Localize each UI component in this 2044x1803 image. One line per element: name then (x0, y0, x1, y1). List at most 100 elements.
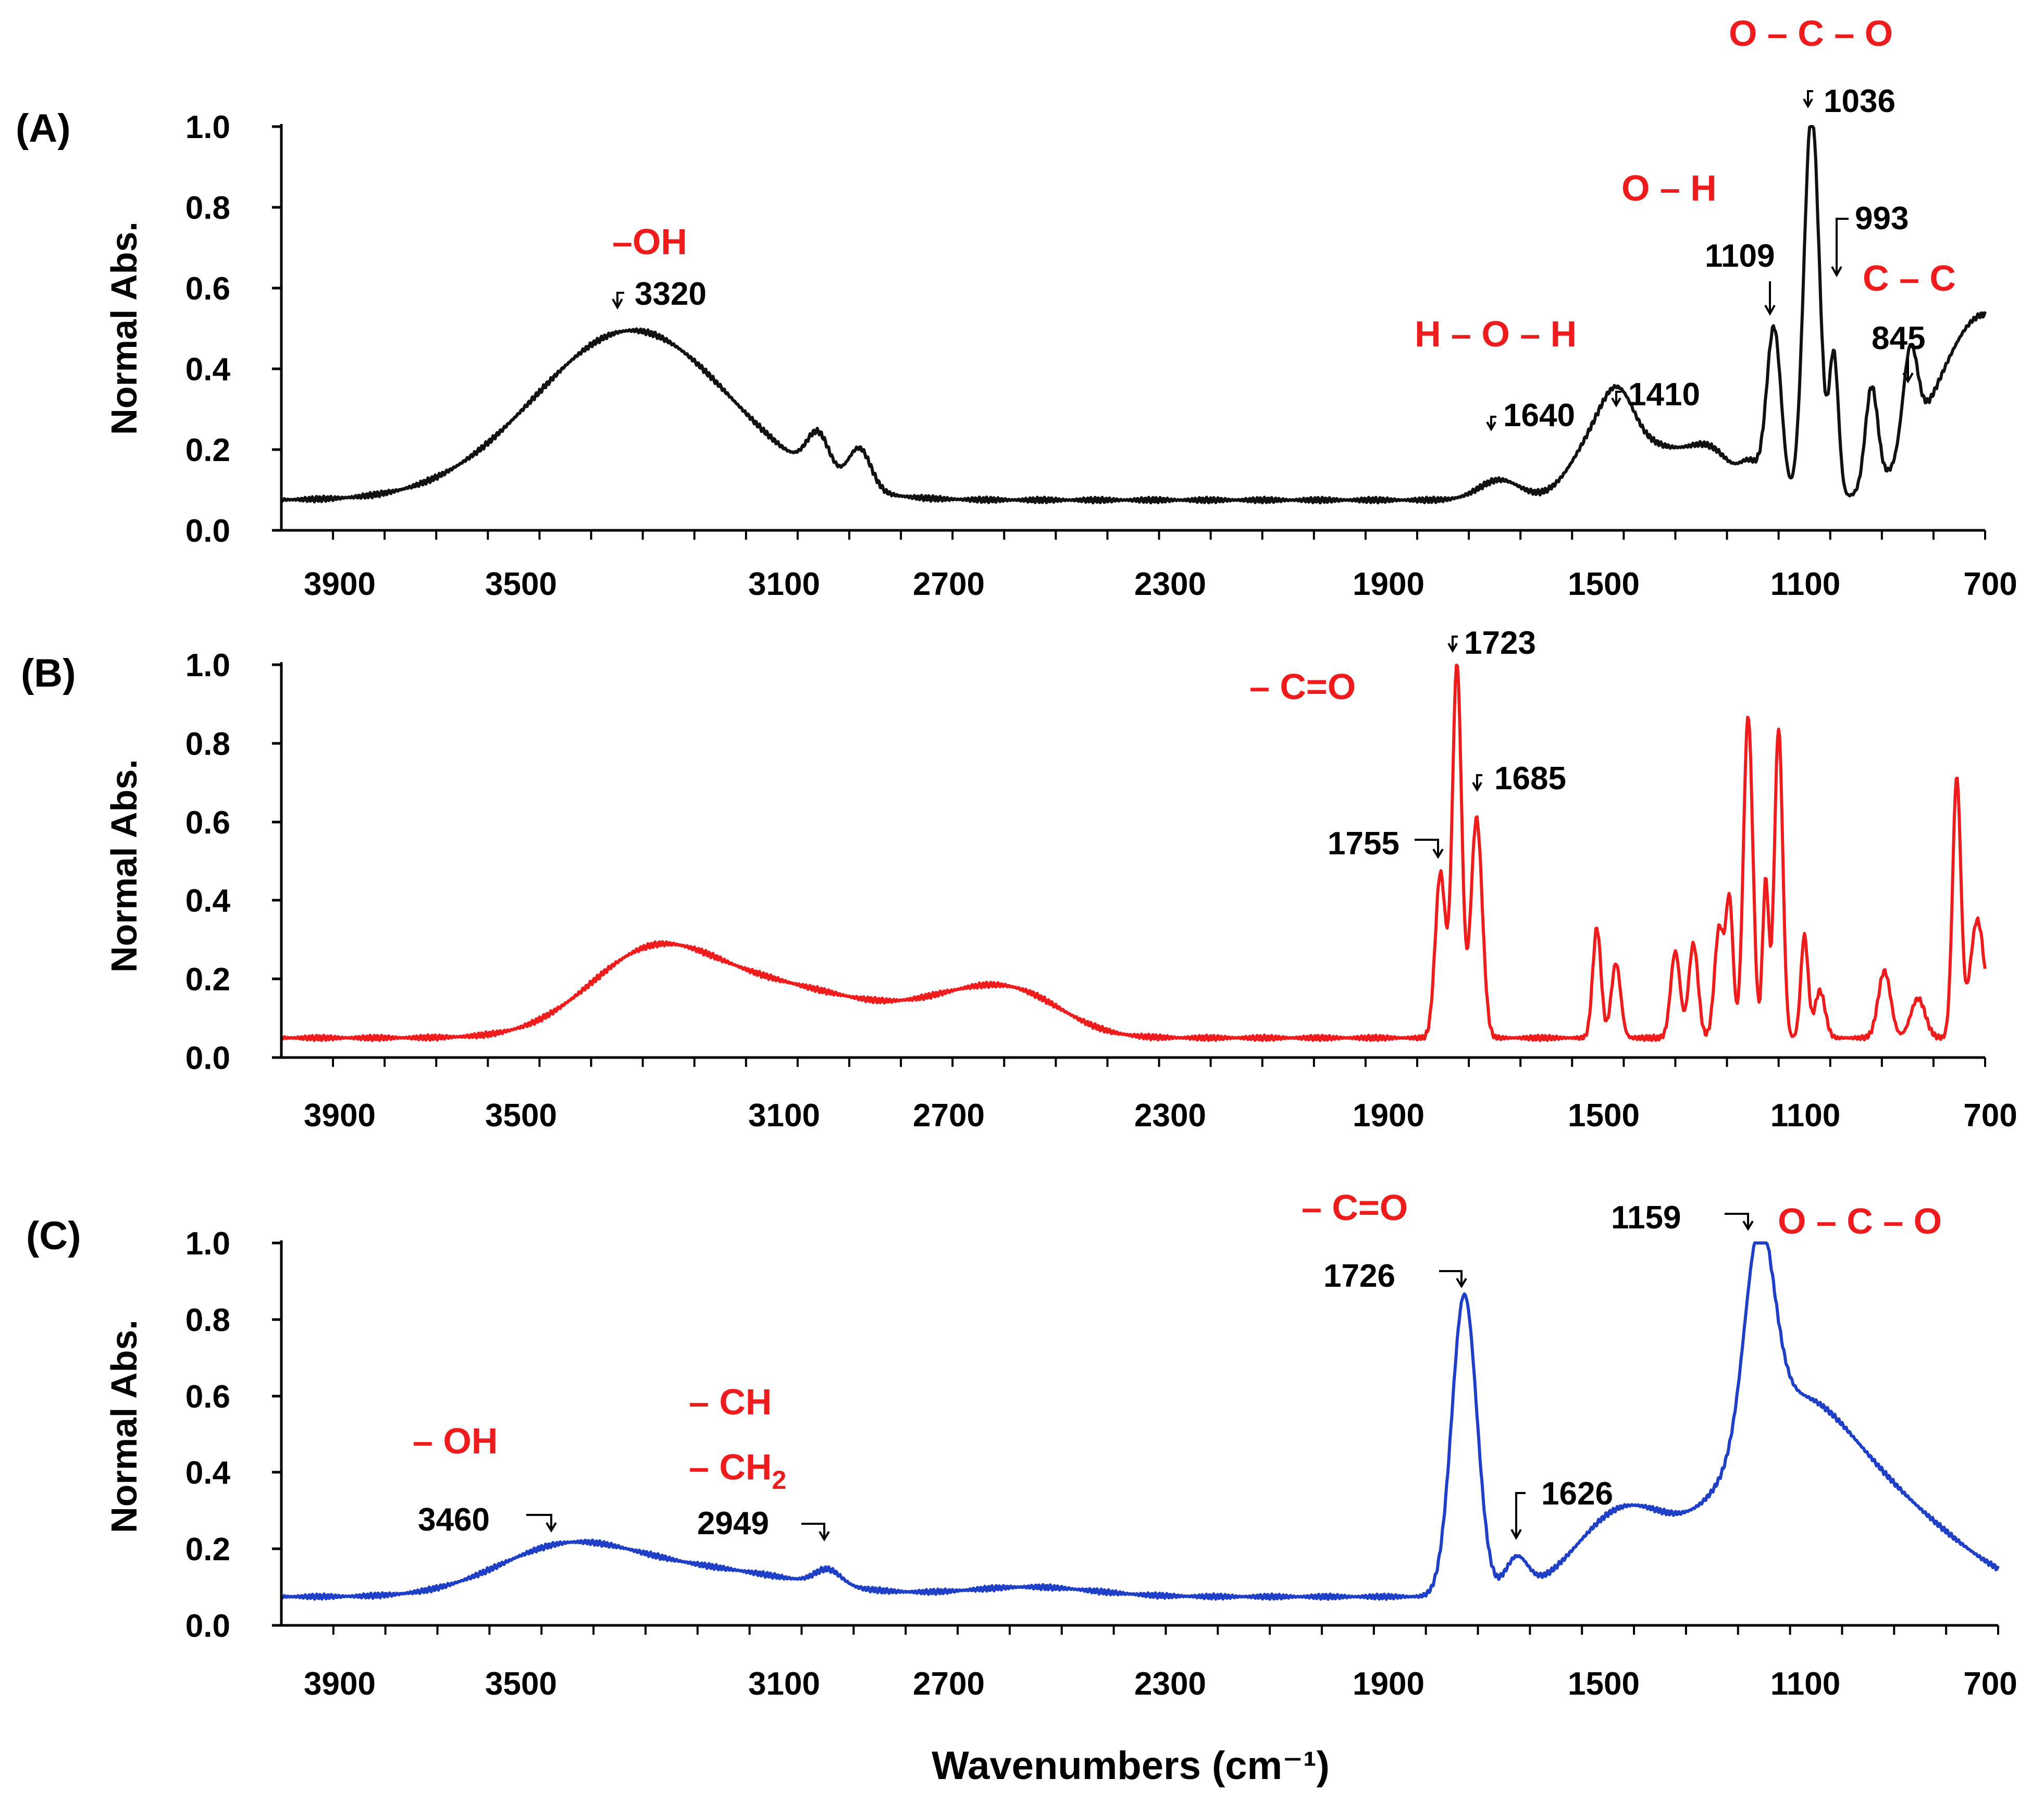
panel-c-label-1159: 1159 (1611, 1200, 1681, 1236)
panel-a-group-oh: –OH (612, 221, 687, 262)
panel-c-yticks: 0.0 0.2 0.4 0.6 0.8 1.0 (185, 1226, 281, 1644)
panel-b-arrow-1723 (1447, 636, 1458, 653)
panel-a-ylabel: Normal Abs. (104, 221, 144, 435)
panel-a-label-845: 845 (1872, 320, 1925, 356)
panel-a-arrow-845 (1902, 358, 1914, 384)
panel-c-group-ch2: – CH2 (689, 1447, 786, 1495)
panel-c-letter: (C) (26, 1214, 81, 1258)
panel-b-xtick-label: 3900 (304, 1098, 376, 1134)
panel-c-spectrum-line (280, 1241, 2000, 1601)
x-axis-title: Wavenumbers (cm⁻¹) (932, 1744, 1330, 1788)
panel-c-arrow-2949 (801, 1523, 830, 1541)
panel-c-label-1626: 1626 (1541, 1476, 1613, 1512)
panel-c-xtick-marks (332, 1625, 1999, 1635)
panel-b-ytick-label: 0.8 (185, 726, 230, 762)
panel-c-ytick-label: 0.0 (185, 1608, 230, 1644)
panel-b-xtick-label: 1500 (1568, 1098, 1640, 1134)
panel-a-arrow-1109 (1764, 281, 1776, 316)
panel-c-ytick-label: 0.2 (185, 1532, 230, 1568)
panel-a-xtick-label: 1500 (1568, 566, 1640, 602)
panel-a-xtick-label: 2700 (913, 566, 985, 602)
panel-c-xtick-label: 1500 (1568, 1666, 1640, 1702)
panel-a-group-o-h: O – H (1621, 168, 1717, 208)
panel-a-label-1036: 1036 (1824, 83, 1896, 119)
panel-a-yticks: 0.0 0.2 0.4 0.6 0.8 1.0 (185, 109, 281, 549)
panel-b-ytick-label: 0.0 (185, 1040, 230, 1076)
panel-a-label-1109: 1109 (1705, 238, 1775, 274)
panel-a-label-3320: 3320 (635, 276, 707, 312)
panel-a-arrow-1410 (1611, 391, 1621, 408)
panel-a-group-hoh: H – O – H (1415, 314, 1577, 354)
panel-c-xtick-label: 700 (1963, 1666, 2017, 1702)
panel-c-xtick-label: 2300 (1134, 1666, 1206, 1702)
panel-c-label-3460: 3460 (418, 1502, 490, 1538)
panel-b-label-1755: 1755 (1328, 826, 1399, 862)
panel-a: (A) Normal Abs. 0.0 0.2 0.4 0.6 0.8 1.0 … (16, 13, 2017, 602)
panel-b-ytick-label: 0.2 (185, 962, 230, 998)
panel-a-label-993: 993 (1855, 201, 1909, 237)
panel-b-ytick-label: 0.4 (185, 883, 231, 919)
panel-a-arrow-1640 (1486, 416, 1496, 432)
panel-a-xticks: 3900 3500 3100 2700 2300 1900 1500 1100 … (304, 566, 2017, 602)
panel-b-ytick-label: 1.0 (185, 648, 230, 683)
panel-a-letter: (A) (16, 106, 71, 151)
panel-a-xtick-label: 1100 (1770, 566, 1841, 602)
panel-c-arrow-1159 (1725, 1213, 1754, 1231)
panel-a-arrow-1036 (1803, 90, 1813, 109)
panel-b: (B) Normal Abs. 0.0 0.2 0.4 0.6 0.8 1.0 … (21, 625, 2017, 1134)
panel-a-arrow-993 (1831, 218, 1849, 278)
panel-c-xtick-label: 2700 (913, 1666, 985, 1702)
panel-c-xticks: 3900 3500 3100 2700 2300 1900 1500 1100 … (304, 1666, 2017, 1702)
panel-b-label-1685: 1685 (1494, 761, 1566, 797)
panel-b-xtick-label: 700 (1963, 1098, 2017, 1134)
panel-a-label-1410: 1410 (1628, 377, 1700, 413)
panel-a-spectrum-line (280, 125, 1987, 505)
panel-b-xtick-label: 3100 (748, 1098, 820, 1134)
panel-c-group-ch2-main: – CH (689, 1447, 772, 1487)
panel-b-ylabel: Normal Abs. (104, 759, 144, 973)
panel-a-ytick-label: 0.8 (185, 190, 230, 226)
panel-b-xticks: 3900 3500 3100 2700 2300 1900 1500 1100 … (304, 1098, 2017, 1134)
panel-a-group-cc: C – C (1863, 258, 1956, 299)
panel-b-arrow-1685 (1472, 774, 1482, 792)
panel-c-xtick-label: 3500 (485, 1666, 557, 1702)
panel-b-yticks: 0.0 0.2 0.4 0.6 0.8 1.0 (185, 648, 281, 1076)
panel-c-group-co: – C=O (1302, 1187, 1408, 1228)
panel-b-group-co: – C=O (1249, 666, 1356, 707)
panel-b-arrow-1755 (1415, 839, 1444, 859)
panel-c-group-oco: O – C – O (1778, 1201, 1942, 1241)
panel-b-xtick-marks (332, 1058, 1986, 1067)
panel-b-letter: (B) (21, 651, 76, 695)
panel-c-arrow-1626 (1510, 1492, 1526, 1540)
panel-c-group-ch: – CH (689, 1382, 772, 1422)
panel-b-xtick-label: 2700 (913, 1098, 985, 1134)
panel-a-group-oco: O – C – O (1729, 13, 1893, 54)
panel-c-xtick-label: 3900 (304, 1666, 376, 1702)
panel-a-xtick-label: 3900 (304, 566, 376, 602)
panel-c: (C) Normal Abs. 0.0 0.2 0.4 0.6 0.8 1.0 … (26, 1187, 2017, 1702)
panel-c-xtick-label: 3100 (748, 1666, 820, 1702)
panel-b-ytick-label: 0.6 (185, 805, 230, 841)
panel-c-ytick-label: 0.6 (185, 1379, 230, 1415)
panel-b-xtick-label: 1100 (1770, 1098, 1841, 1134)
panel-c-xtick-label: 1900 (1353, 1666, 1424, 1702)
panel-b-spectrum-line (280, 663, 1987, 1042)
panel-c-ytick-label: 0.4 (185, 1455, 231, 1491)
panel-c-group-oh: – OH (413, 1421, 498, 1461)
panel-a-xtick-label: 700 (1963, 566, 2017, 602)
panel-c-ytick-label: 1.0 (185, 1226, 230, 1262)
panel-b-xtick-label: 1900 (1353, 1098, 1424, 1134)
panel-a-xtick-marks (332, 530, 1986, 540)
panel-a-label-1640: 1640 (1503, 397, 1575, 433)
panel-c-label-1726: 1726 (1323, 1258, 1395, 1294)
panel-c-group-ch2-subscript: 2 (772, 1465, 786, 1495)
panel-a-xtick-label: 3100 (748, 566, 820, 602)
panel-a-ytick-label: 0.2 (185, 432, 230, 468)
panel-a-ytick-label: 1.0 (185, 109, 230, 145)
panel-a-ytick-label: 0.4 (185, 352, 231, 388)
panel-a-ytick-label: 0.0 (185, 513, 230, 549)
panel-c-arrow-3460 (526, 1514, 557, 1533)
panel-c-ytick-label: 0.8 (185, 1302, 230, 1338)
panel-b-label-1723: 1723 (1464, 625, 1536, 661)
